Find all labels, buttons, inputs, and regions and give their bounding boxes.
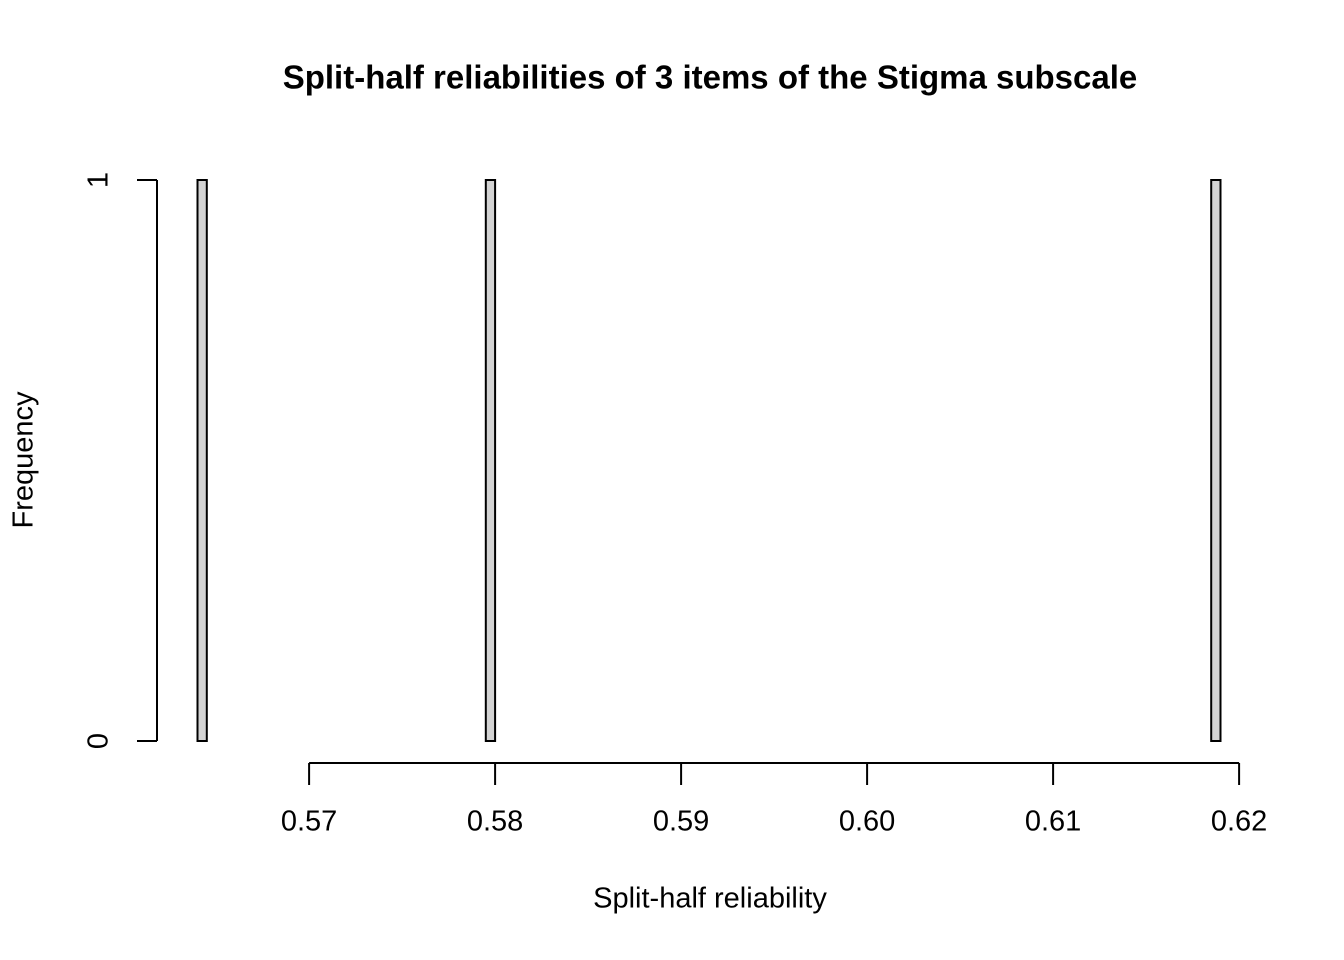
x-tick-label: 0.62 bbox=[1211, 806, 1267, 838]
x-tick-label: 0.57 bbox=[281, 806, 337, 838]
x-tick-label: 0.61 bbox=[1025, 806, 1081, 838]
x-axis-label: Split-half reliability bbox=[593, 883, 827, 915]
x-tick-label: 0.58 bbox=[467, 806, 523, 838]
y-tick-label: 0 bbox=[83, 733, 115, 749]
bar bbox=[1210, 179, 1222, 742]
x-tick-label: 0.60 bbox=[839, 806, 895, 838]
y-tick-label: 1 bbox=[83, 172, 115, 188]
x-tick-label: 0.59 bbox=[653, 806, 709, 838]
bar bbox=[484, 179, 497, 742]
y-axis-label: Frequency bbox=[8, 391, 40, 529]
chart-title: Split-half reliabilities of 3 items of t… bbox=[283, 59, 1138, 96]
bar bbox=[196, 179, 208, 742]
